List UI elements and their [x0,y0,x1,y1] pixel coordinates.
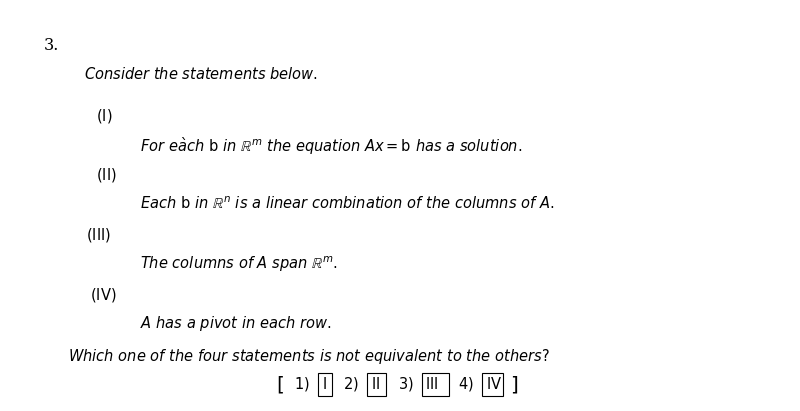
Text: $\mathit{For\ e\grave{a}ch}\ \mathrm{b}\ \mathit{in}\ \mathbb{R}^{m}\ \mathit{th: $\mathit{For\ e\grave{a}ch}\ \mathrm{b}\… [140,136,522,157]
Text: $\mathit{The\ columns\ of}\ A\ \mathit{span}\ \mathbb{R}^{m}.$: $\mathit{The\ columns\ of}\ A\ \mathit{s… [140,255,338,275]
Text: $[$: $[$ [276,374,284,395]
Text: 3.: 3. [44,37,59,54]
Text: $\mathrm{IV}$: $\mathrm{IV}$ [486,376,502,392]
Text: $\mathit{Which\ one\ of\ the\ four\ statements\ is\ not\ equivalent\ to\ the\ ot: $\mathit{Which\ one\ of\ the\ four\ stat… [68,347,550,366]
Text: $\mathrm{(III)}$: $\mathrm{(III)}$ [86,226,111,244]
Text: $\mathit{Each}\ \mathrm{b}\ \mathit{in}\ \mathbb{R}^{n}\ \mathit{is\ a\ linear\ : $\mathit{Each}\ \mathrm{b}\ \mathit{in}\… [140,195,554,212]
Text: $\mathit{2)}$: $\mathit{2)}$ [343,375,359,393]
Text: $A\ \mathit{has\ a\ pivot\ in\ each\ row.}$: $A\ \mathit{has\ a\ pivot\ in\ each\ row… [140,314,331,333]
Text: $\mathit{4)}$: $\mathit{4)}$ [458,375,474,393]
Text: $\mathrm{II}$: $\mathrm{II}$ [371,376,380,392]
Text: $\mathit{3)}$: $\mathit{3)}$ [398,375,414,393]
Text: $\mathrm{I}$: $\mathrm{I}$ [322,376,327,392]
Text: $\mathrm{(I)}$: $\mathrm{(I)}$ [96,107,113,125]
Text: $\mathrm{(II)}$: $\mathrm{(II)}$ [96,166,117,185]
Text: $\mathit{Consider\ the\ statements\ below.}$: $\mathit{Consider\ the\ statements\ belo… [84,66,318,82]
Text: $\mathrm{(IV)}$: $\mathrm{(IV)}$ [90,286,116,304]
Text: $]$: $]$ [510,374,518,395]
Text: $\mathrm{III}$: $\mathrm{III}$ [425,376,438,392]
Text: $\mathit{1)}$: $\mathit{1)}$ [294,375,310,393]
